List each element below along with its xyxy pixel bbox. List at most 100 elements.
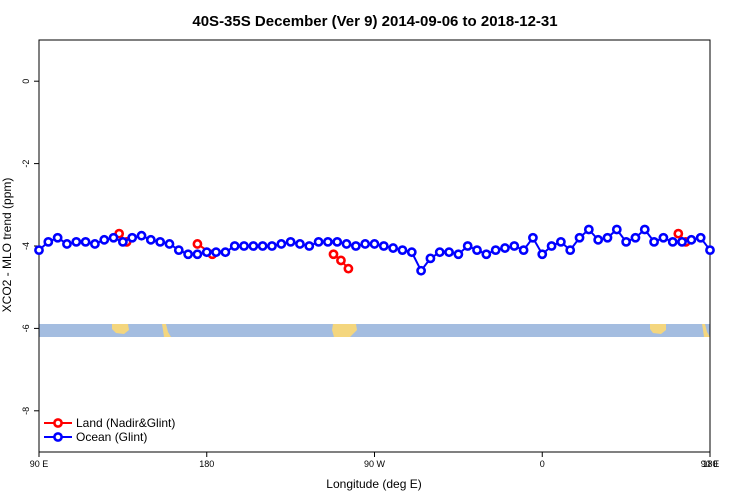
data-point	[34, 245, 44, 256]
data-point	[341, 239, 352, 249]
data-point	[229, 241, 240, 251]
data-point	[350, 241, 361, 251]
data-point	[406, 247, 417, 258]
data-point	[323, 236, 333, 247]
data-point	[117, 236, 128, 247]
land-shape	[332, 324, 357, 337]
y-tick-label: -6	[21, 324, 31, 332]
data-point	[593, 234, 604, 245]
x-axis-label: Longitude (deg E)	[326, 477, 421, 491]
y-tick-label: 0	[21, 79, 31, 84]
data-point	[90, 239, 100, 249]
data-point	[369, 239, 380, 249]
data-point	[108, 232, 119, 243]
data-point	[434, 247, 445, 258]
y-tick-label: -2	[21, 160, 31, 168]
data-point	[343, 263, 354, 274]
land-shape	[650, 324, 666, 334]
data-point	[52, 232, 63, 243]
data-point	[555, 236, 566, 247]
ocean-band	[39, 324, 710, 337]
data-point	[397, 245, 408, 256]
land-shape	[112, 324, 129, 334]
y-axis-label: XCO2 - MLO trend (ppm)	[0, 178, 14, 313]
data-point	[285, 236, 296, 247]
data-point	[453, 249, 464, 260]
data-point	[220, 247, 231, 258]
data-point	[611, 224, 622, 235]
legend-label: Ocean (Glint)	[76, 430, 147, 444]
land-shape	[702, 324, 710, 337]
chart-title: 40S-35S December (Ver 9) 2014-09-06 to 2…	[192, 13, 557, 30]
data-point	[62, 239, 72, 249]
data-point	[295, 239, 305, 249]
series	[34, 224, 715, 276]
data-point	[192, 249, 203, 260]
data-point	[257, 241, 268, 251]
ocean-land-band	[39, 324, 710, 337]
x-tick-label: 180	[702, 459, 717, 469]
data-point	[565, 245, 576, 256]
data-point	[621, 236, 632, 247]
data-point	[695, 232, 706, 243]
data-point	[336, 255, 346, 266]
data-point	[183, 249, 194, 260]
data-point	[583, 224, 594, 235]
data-point	[500, 243, 510, 253]
data-point	[705, 245, 715, 256]
data-point	[649, 236, 659, 247]
data-point	[145, 234, 156, 245]
data-point	[99, 234, 110, 245]
data-point	[509, 241, 520, 251]
x-tick-label: 90 E	[30, 459, 49, 469]
data-point	[630, 232, 641, 243]
data-point	[276, 239, 287, 249]
data-point	[127, 232, 138, 243]
data-point	[416, 265, 426, 276]
data-point	[388, 243, 399, 253]
data-point	[574, 232, 585, 243]
data-point	[490, 245, 501, 256]
data-point	[528, 232, 538, 243]
data-point	[328, 249, 339, 260]
data-point	[462, 241, 473, 251]
data-point	[472, 245, 482, 256]
x-tick-label: 180	[199, 459, 214, 469]
x-tick-label: 90 E	[701, 459, 720, 469]
legend-marker	[53, 418, 63, 428]
data-point	[518, 245, 529, 256]
data-point	[71, 236, 82, 247]
data-point	[192, 239, 203, 249]
data-point	[425, 253, 436, 264]
x-tick-label: 90 W	[364, 459, 386, 469]
data-point	[444, 247, 454, 258]
data-point	[658, 232, 669, 243]
data-point	[667, 236, 678, 247]
data-point	[173, 245, 184, 256]
data-point	[602, 232, 613, 243]
y-tick-label: -8	[21, 407, 31, 415]
data-point	[239, 241, 249, 251]
data-point	[546, 241, 557, 251]
data-point	[332, 236, 343, 247]
data-point	[164, 239, 175, 249]
data-point	[639, 224, 650, 235]
legend: Land (Nadir&Glint)Ocean (Glint)	[44, 416, 175, 444]
data-point	[136, 230, 147, 241]
data-point	[378, 241, 389, 251]
data-point	[211, 247, 221, 258]
y-tick-label: -4	[21, 242, 31, 250]
data-point	[537, 249, 548, 260]
data-point	[304, 241, 315, 251]
data-point	[313, 236, 324, 247]
legend-marker	[53, 432, 63, 442]
data-point	[360, 239, 371, 249]
data-point	[677, 236, 687, 247]
data-point	[481, 249, 492, 260]
data-point	[80, 236, 91, 247]
data-point	[267, 241, 277, 251]
data-point	[155, 236, 166, 247]
data-point	[201, 247, 212, 258]
